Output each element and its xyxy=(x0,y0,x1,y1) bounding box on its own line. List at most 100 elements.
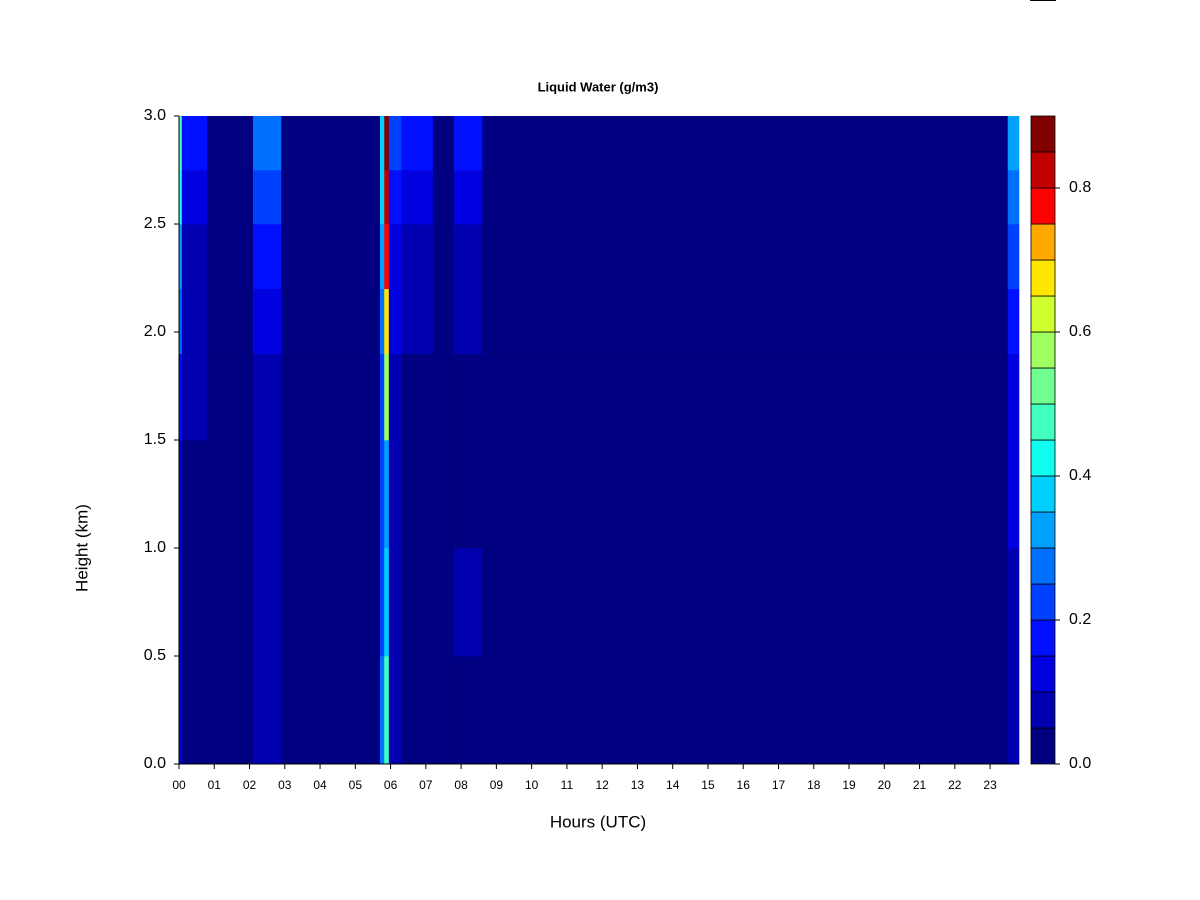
colorbar-box xyxy=(1030,187,1056,225)
cell xyxy=(482,224,1009,290)
cell xyxy=(253,224,282,290)
cell xyxy=(388,224,402,290)
cell xyxy=(401,548,434,657)
cell xyxy=(181,440,208,549)
cell xyxy=(281,288,381,354)
colorbar-tick-label: 0.8 xyxy=(1069,179,1091,196)
y-tick-label: 3.0 xyxy=(144,107,166,124)
cell xyxy=(401,224,434,290)
cell xyxy=(401,116,434,171)
cell xyxy=(253,548,282,657)
cell xyxy=(207,288,254,354)
cell xyxy=(384,170,390,225)
x-axis-label: Hours (UTC) xyxy=(550,812,646,831)
cell xyxy=(384,548,390,657)
colorbar-box xyxy=(1030,151,1056,189)
colorbar-box xyxy=(1030,223,1056,261)
cell xyxy=(384,656,390,765)
cell xyxy=(179,656,183,765)
cell xyxy=(380,353,385,441)
colorbar-tick-label: 0.2 xyxy=(1069,611,1091,628)
colorbar-tick-label: 0.6 xyxy=(1069,323,1091,340)
cell xyxy=(181,170,208,225)
x-tick-label: 16 xyxy=(737,778,751,792)
cell xyxy=(253,440,282,549)
cell xyxy=(253,170,282,225)
x-tick-label: 03 xyxy=(278,778,292,792)
cell xyxy=(181,116,208,171)
edge-mark xyxy=(1030,0,1056,1)
cell xyxy=(482,288,1009,354)
cell xyxy=(482,548,1009,657)
cell xyxy=(384,288,390,354)
cell xyxy=(482,116,1009,171)
cell xyxy=(388,440,402,549)
cell xyxy=(401,288,434,354)
colorbar-tick-label: 0.4 xyxy=(1069,467,1091,484)
cell xyxy=(207,548,254,657)
cell xyxy=(432,353,455,441)
x-tick-label: 11 xyxy=(561,778,574,792)
x-tick-label: 08 xyxy=(454,778,468,792)
colorbar-box xyxy=(1030,115,1056,153)
y-axis-label: Height (km) xyxy=(72,504,91,592)
cell xyxy=(454,656,483,765)
cell xyxy=(281,656,381,765)
colorbar-box xyxy=(1030,367,1056,405)
cell xyxy=(181,548,208,657)
x-tick-label: 17 xyxy=(772,778,786,792)
cell xyxy=(207,116,254,171)
colorbar-tick-label: 0.0 xyxy=(1069,755,1091,772)
cell xyxy=(281,224,381,290)
cell xyxy=(207,440,254,549)
cell xyxy=(380,440,385,549)
chart-title: Liquid Water (g/m3) xyxy=(538,79,659,94)
colorbar-box xyxy=(1030,295,1056,333)
y-tick-label: 0.0 xyxy=(144,755,166,772)
cell xyxy=(388,288,402,354)
cell xyxy=(253,116,282,171)
cell xyxy=(388,170,402,225)
cell xyxy=(207,224,254,290)
cell xyxy=(179,170,183,225)
cell xyxy=(454,116,483,171)
cell xyxy=(179,288,183,354)
cell xyxy=(384,353,390,441)
colorbar-box xyxy=(1030,511,1056,549)
cell xyxy=(432,656,455,765)
cell xyxy=(1007,170,1020,225)
cell xyxy=(388,353,402,441)
colorbar-box xyxy=(1030,547,1056,585)
colorbar-box xyxy=(1030,727,1056,765)
cell xyxy=(380,224,385,290)
x-tick-label: 19 xyxy=(842,778,856,792)
cell xyxy=(388,656,402,765)
cell xyxy=(281,116,381,171)
cell xyxy=(432,288,455,354)
cell xyxy=(179,440,183,549)
cell xyxy=(482,353,1009,441)
cell xyxy=(179,548,183,657)
cell xyxy=(207,656,254,765)
cell xyxy=(401,440,434,549)
cell xyxy=(482,656,1009,765)
cell xyxy=(179,353,183,441)
cell xyxy=(454,548,483,657)
colorbar-box xyxy=(1030,259,1056,297)
cell xyxy=(384,116,390,171)
x-tick-label: 14 xyxy=(666,778,680,792)
y-tick-label: 1.0 xyxy=(144,539,166,556)
cell xyxy=(1007,440,1020,549)
cell xyxy=(380,288,385,354)
y-tick-label: 1.5 xyxy=(144,431,166,448)
cell xyxy=(454,288,483,354)
cell xyxy=(281,170,381,225)
x-tick-label: 23 xyxy=(983,778,997,792)
x-tick-label: 00 xyxy=(172,778,186,792)
cell xyxy=(401,656,434,765)
y-tick-label: 0.5 xyxy=(144,647,166,664)
colorbar-box xyxy=(1030,475,1056,513)
x-tick-label: 01 xyxy=(208,778,222,792)
cell xyxy=(432,224,455,290)
x-tick-label: 18 xyxy=(807,778,821,792)
